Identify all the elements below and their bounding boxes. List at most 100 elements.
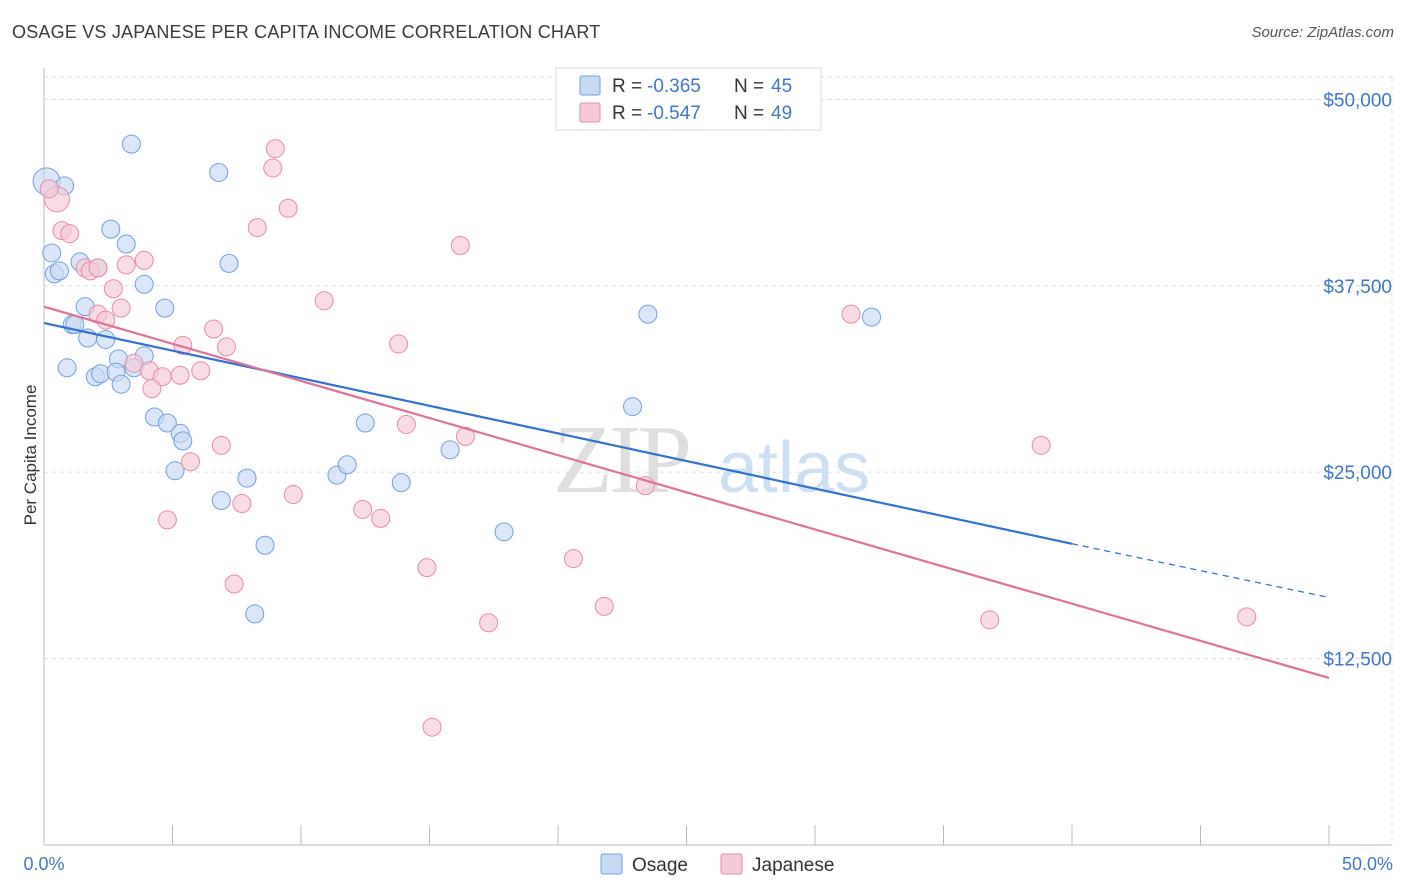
bottom-legend-swatch-japanese	[720, 853, 743, 875]
legend-r-label-japanese: R =	[612, 103, 647, 124]
point-japanese-38	[563, 549, 583, 569]
point-japanese-44	[841, 304, 861, 324]
point-osage-35	[337, 455, 357, 475]
point-osage-9	[101, 219, 121, 239]
point-japanese-13	[263, 158, 283, 178]
point-osage-27	[157, 413, 177, 433]
point-osage-18	[96, 329, 116, 349]
point-osage-43	[862, 307, 882, 327]
point-japanese-36	[157, 510, 177, 530]
legend-swatch-osage	[579, 75, 601, 96]
point-osage-29	[173, 431, 193, 451]
legend-n-value-japanese: 49	[771, 103, 792, 124]
point-japanese-15	[278, 198, 298, 218]
legend-r-value-osage: -0.365	[647, 76, 701, 97]
point-japanese-14	[265, 139, 285, 159]
point-osage-33	[237, 468, 257, 488]
point-japanese-22	[124, 353, 144, 373]
point-osage-6	[49, 261, 69, 281]
y-tick-label-0: $12,500	[1323, 650, 1392, 671]
bottom-legend-label-japanese: Japanese	[752, 855, 834, 876]
point-japanese-27	[142, 379, 162, 399]
x-tick-label-1: 50.0%	[1342, 854, 1393, 874]
chart-title: OSAGE VS JAPANESE PER CAPITA INCOME CORR…	[12, 22, 601, 42]
trend-lines	[43, 305, 1330, 680]
point-japanese-47	[1237, 607, 1257, 627]
point-japanese-9	[111, 298, 131, 318]
point-japanese-28	[211, 435, 231, 455]
point-osage-3	[209, 162, 229, 182]
bottom-legend-swatch-osage	[600, 853, 623, 875]
point-japanese-8	[103, 279, 123, 299]
point-osage-37	[211, 491, 231, 511]
trend-line-extension-osage	[1071, 543, 1330, 599]
point-japanese-18	[204, 319, 224, 339]
point-japanese-48	[39, 179, 59, 199]
point-japanese-34	[353, 499, 373, 519]
legend-n-label-osage: N =	[734, 76, 769, 97]
legend-r-label-osage: R =	[612, 76, 647, 97]
point-osage-21	[57, 358, 77, 378]
point-japanese-33	[232, 494, 252, 514]
legend-n-value-osage: 45	[771, 76, 792, 97]
y-tick-labels: $12,500 $25,000 $37,500 $50,000	[1323, 90, 1392, 670]
point-osage-11	[219, 253, 239, 273]
x-tick-label-0: 0.0%	[23, 854, 64, 874]
point-osage-30	[355, 413, 375, 433]
point-japanese-31	[180, 452, 200, 472]
point-osage-14	[155, 298, 175, 318]
point-osage-38	[255, 535, 275, 555]
point-japanese-46	[980, 610, 1000, 630]
point-japanese-39	[224, 574, 244, 594]
point-osage-39	[245, 604, 265, 624]
point-japanese-12	[247, 218, 267, 238]
chart-source: Source: ZipAtlas.com	[1251, 24, 1394, 41]
point-japanese-20	[216, 337, 236, 357]
point-japanese-7	[134, 250, 154, 270]
point-osage-32	[165, 461, 185, 481]
point-japanese-26	[191, 361, 211, 381]
trend-line-osage	[43, 321, 1073, 545]
point-japanese-19	[173, 335, 193, 355]
y-axis-label: Per Capita Income	[21, 385, 40, 526]
point-japanese-40	[479, 613, 499, 633]
point-japanese-2	[60, 224, 80, 244]
x-tick-labels: 0.0% 50.0%	[23, 854, 1393, 874]
point-osage-41	[623, 397, 643, 417]
point-japanese-42	[422, 717, 442, 737]
y-tick-label-3: $50,000	[1323, 90, 1392, 111]
point-japanese-29	[396, 414, 416, 434]
gridlines	[44, 76, 1393, 845]
bottom-legend: Osage Japanese	[600, 853, 834, 876]
point-osage-2	[121, 134, 141, 154]
point-osage-31	[440, 440, 460, 460]
point-japanese-6	[116, 255, 136, 275]
point-japanese-35	[371, 508, 391, 528]
point-japanese-17	[450, 236, 470, 256]
y-tick-label-1: $25,000	[1323, 463, 1392, 484]
legend-n-label-japanese: N =	[734, 103, 769, 124]
point-osage-4	[42, 243, 62, 263]
legend-swatch-japanese	[579, 102, 601, 123]
point-japanese-11	[96, 310, 116, 330]
point-japanese-21	[389, 334, 409, 354]
legend-r-value-japanese: -0.547	[647, 103, 701, 124]
data-points	[32, 134, 1257, 737]
point-japanese-16	[314, 291, 334, 311]
trend-line-japanese	[43, 305, 1330, 680]
bottom-legend-label-osage: Osage	[632, 855, 688, 876]
point-osage-42	[638, 304, 658, 324]
point-osage-25	[111, 374, 131, 394]
y-tick-label-2: $37,500	[1323, 277, 1392, 298]
point-japanese-5	[88, 258, 108, 278]
point-osage-40	[494, 522, 514, 542]
point-osage-10	[116, 234, 136, 254]
point-japanese-25	[170, 365, 190, 385]
legend: R = -0.365 N = 45 R = -0.547 N = 49	[555, 67, 822, 131]
point-osage-12	[134, 274, 154, 294]
point-japanese-41	[594, 596, 614, 616]
point-japanese-45	[1031, 435, 1051, 455]
point-japanese-32	[283, 485, 303, 505]
point-osage-36	[391, 473, 411, 493]
